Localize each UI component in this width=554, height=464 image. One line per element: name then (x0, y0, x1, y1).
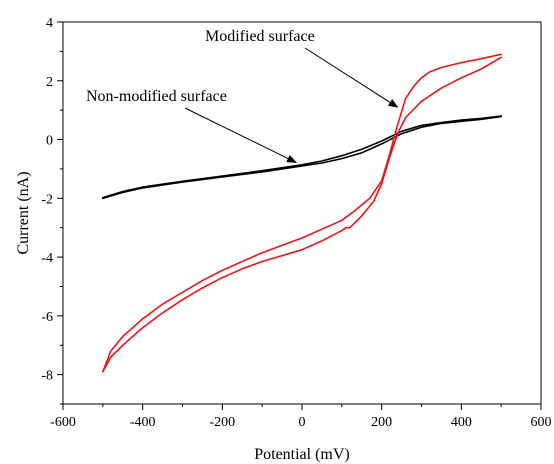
series-layer (102, 53, 503, 373)
x-tick-label: 600 (531, 415, 552, 430)
axes-layer: -600 -400 -200 0 200 400 600 -8 -6 -4 -2 0 2 4 (41, 16, 551, 430)
y-axis-title: Current (nA) (15, 171, 32, 254)
x-tick-label: -200 (209, 415, 235, 430)
annotation-arrow-modified (304, 47, 399, 108)
series-1-reverse-curve (102, 53, 503, 373)
y-tick-label: -2 (41, 192, 53, 207)
y-tick-label: 0 (46, 134, 53, 149)
y-tick-label: -8 (41, 369, 53, 384)
x-tick-label: -400 (130, 415, 156, 430)
x-tick-label: 200 (371, 415, 392, 430)
y-tick-label: -6 (41, 310, 53, 325)
annotation-arrow-non-modified (184, 107, 297, 163)
x-tick-label: 400 (451, 415, 472, 430)
plot-frame (62, 21, 542, 405)
annotation-modified-surface: Modified surface (205, 28, 315, 45)
annotation-layer: Modified surface Non-modified surface (86, 28, 399, 163)
x-axis-title: Potential (mV) (254, 446, 350, 463)
x-tick-label: -600 (50, 415, 76, 430)
y-tick-label: -4 (41, 251, 53, 266)
series-0-reverse-curve (102, 115, 503, 199)
y-tick-label: 2 (46, 75, 53, 90)
annotation-non-modified-surface: Non-modified surface (86, 88, 227, 105)
series-1-forward-curve (102, 56, 503, 373)
x-tick-label: 0 (299, 415, 306, 430)
series-0-forward-curve (102, 115, 503, 200)
y-tick-label: 4 (46, 16, 53, 31)
